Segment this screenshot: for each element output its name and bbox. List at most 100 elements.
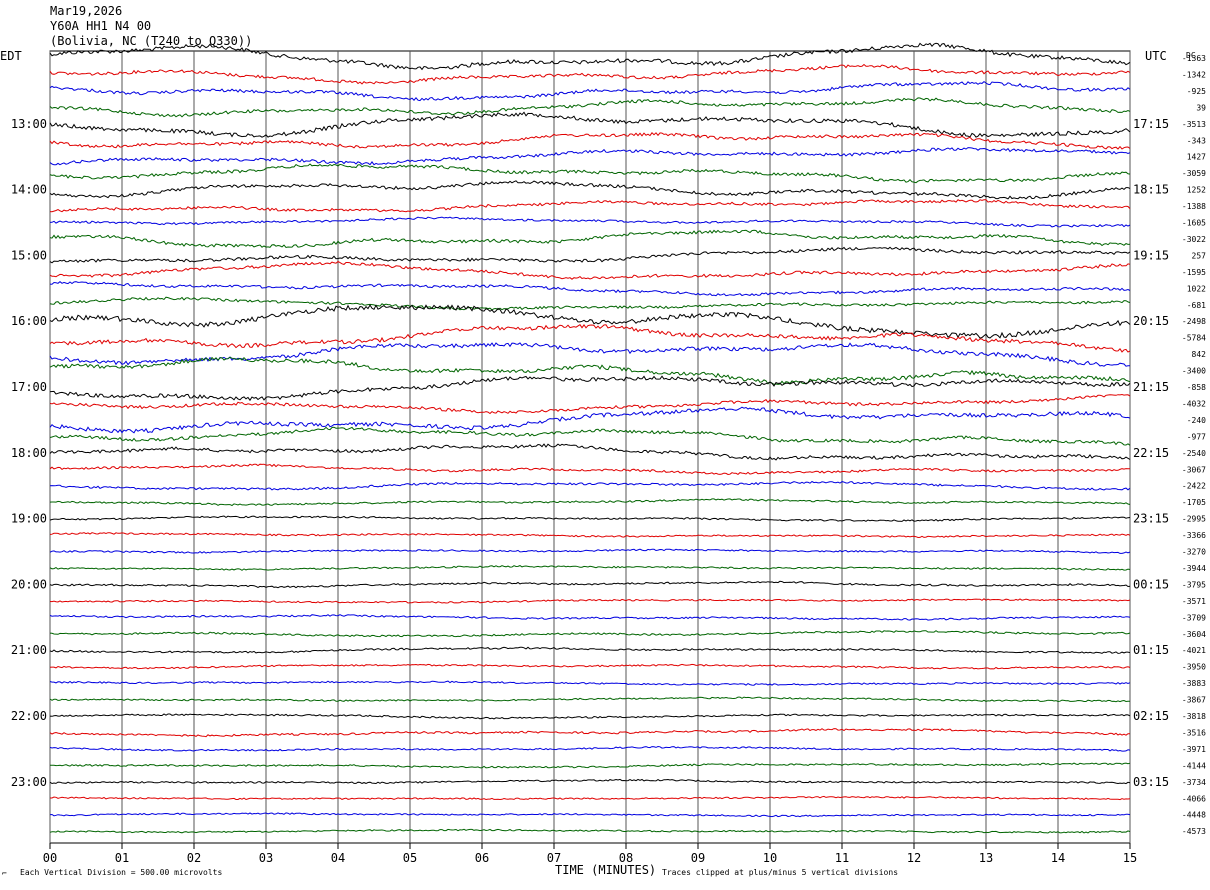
utc-hour-label: 20:15: [1133, 314, 1169, 328]
x-tick-label: 02: [187, 851, 201, 865]
dc-offset-label: -4032: [1182, 399, 1206, 408]
dc-offset-label: -1605: [1182, 219, 1206, 228]
dc-offset-label: -858: [1187, 383, 1206, 392]
dc-offset-label: -3971: [1182, 745, 1206, 754]
seismic-trace: [49, 163, 1131, 184]
dc-offset-label: -1388: [1182, 202, 1206, 211]
x-tick-label: 04: [331, 851, 345, 865]
dc-offset-label: -681: [1187, 301, 1206, 310]
seismic-trace: [49, 515, 1131, 522]
edt-hour-label: 18:00: [11, 446, 47, 460]
dc-offset-label: -3867: [1182, 696, 1206, 705]
x-tick-label: 05: [403, 851, 417, 865]
dc-offset-label: -3571: [1182, 597, 1206, 606]
seismic-trace: [49, 199, 1131, 213]
utc-hour-label: 19:15: [1133, 248, 1169, 262]
dc-offset-label: 1252: [1187, 186, 1206, 195]
dc-offset-label: -1342: [1182, 70, 1206, 79]
seismic-trace: [50, 795, 1131, 801]
footer-marker-icon: ⌐: [2, 869, 7, 878]
seismic-trace: [49, 324, 1131, 353]
x-axis-title: TIME (MINUTES): [555, 863, 656, 877]
dc-offset-label: 39: [1196, 103, 1206, 112]
dc-offset-label: -5784: [1182, 334, 1206, 343]
station-code: Y60A HH1 N4 00: [50, 19, 152, 33]
seismic-trace: [49, 229, 1131, 249]
dc-offset-label: -3950: [1182, 663, 1206, 672]
seismic-trace: [49, 180, 1131, 200]
x-tick-label: 07: [547, 851, 561, 865]
seismic-trace: [49, 111, 1131, 138]
seismic-trace: [49, 614, 1131, 621]
x-tick-label: 12: [907, 851, 921, 865]
utc-hour-label: 00:15: [1133, 577, 1169, 591]
right-axis-title: UTC: [1145, 49, 1167, 63]
seismic-trace: [49, 426, 1131, 446]
dc-offset-label: -3604: [1182, 630, 1206, 639]
dc-offset-label: -1363: [1182, 54, 1206, 63]
seismic-trace: [49, 745, 1131, 752]
dc-offset-label: -3513: [1182, 120, 1206, 129]
seismic-trace: [49, 281, 1131, 297]
seismic-trace: [50, 762, 1131, 769]
utc-hour-label: 23:15: [1133, 512, 1169, 526]
dc-offset-label: 842: [1192, 350, 1207, 359]
seismic-trace: [49, 42, 1131, 71]
seismic-trace: [49, 696, 1131, 703]
utc-hour-label: 22:15: [1133, 446, 1169, 460]
seismic-trace: [49, 406, 1131, 434]
edt-hour-label: 19:00: [11, 512, 47, 526]
dc-offset-label: -3734: [1182, 778, 1206, 787]
seismic-trace: [49, 246, 1131, 264]
dc-offset-label: -3270: [1182, 548, 1206, 557]
dc-offset-label: -1705: [1182, 498, 1206, 507]
seismic-trace: [49, 356, 1131, 385]
seismic-trace: [49, 463, 1130, 476]
seismic-trace: [49, 393, 1131, 415]
x-tick-label: 10: [763, 851, 777, 865]
dc-offset-label: 1022: [1187, 284, 1206, 293]
seismic-trace: [49, 97, 1131, 118]
dc-offset-label: -1595: [1182, 268, 1206, 277]
seismic-trace: [49, 80, 1131, 102]
seismic-trace: [49, 216, 1131, 228]
seismic-trace: [49, 663, 1131, 670]
dc-offset-label: 257: [1192, 251, 1207, 260]
dc-offset-label: -3516: [1182, 728, 1206, 737]
station-location: (Bolivia, NC (T240 to Q330)): [50, 34, 253, 48]
seismic-trace: [49, 812, 1131, 818]
x-tick-label: 01: [115, 851, 129, 865]
dc-offset-label: -240: [1187, 416, 1206, 425]
dc-offset-label: -2498: [1182, 317, 1206, 326]
dc-offset-label: -2995: [1182, 515, 1206, 524]
seismic-trace: [49, 498, 1131, 507]
x-tick-label: 00: [43, 851, 57, 865]
scale-note: Each Vertical Division = 500.00 microvol…: [20, 868, 222, 877]
seismic-trace: [49, 296, 1131, 311]
x-tick-label: 09: [691, 851, 705, 865]
dc-offset-label: -3059: [1182, 169, 1206, 178]
seismic-trace: [49, 260, 1131, 280]
chart-date: Mar19,2026: [50, 4, 123, 18]
seismic-trace: [49, 342, 1130, 367]
edt-hour-label: 17:00: [11, 380, 47, 394]
dc-offset-label: -4021: [1182, 646, 1206, 655]
x-tick-label: 03: [259, 851, 273, 865]
seismic-trace: [49, 778, 1131, 785]
seismic-trace: [49, 548, 1131, 554]
utc-hour-label: 01:15: [1133, 643, 1169, 657]
dc-offset-label: -925: [1187, 87, 1206, 96]
dc-offset-label: -3883: [1182, 679, 1206, 688]
dc-offset-label: -977: [1187, 432, 1206, 441]
dc-offset-label: -4448: [1182, 811, 1206, 820]
seismic-trace: [49, 828, 1131, 834]
edt-hour-label: 14:00: [11, 183, 47, 197]
seismic-trace: [49, 304, 1131, 339]
utc-hour-label: 02:15: [1133, 709, 1169, 723]
dc-offset-label: -3067: [1182, 465, 1206, 474]
edt-hour-label: 22:00: [11, 709, 47, 723]
seismic-trace: [49, 646, 1131, 654]
dc-offset-label: -3366: [1182, 531, 1206, 540]
seismic-trace: [49, 728, 1130, 738]
dc-offset-label: -2422: [1182, 482, 1206, 491]
